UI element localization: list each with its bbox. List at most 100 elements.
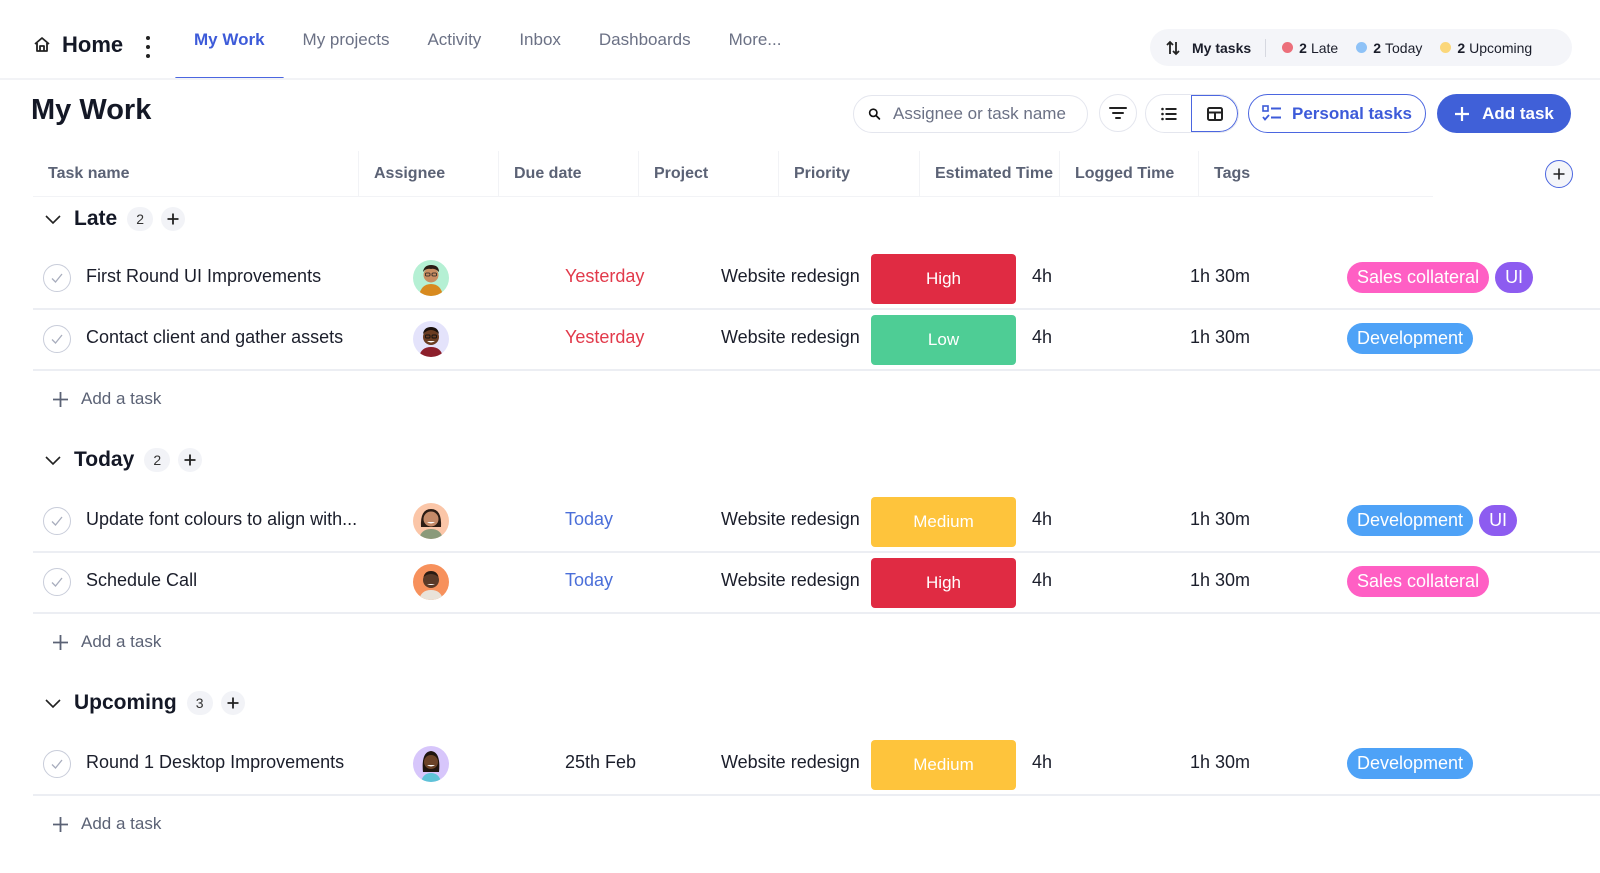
group-header-late: Late 2 [44, 207, 186, 231]
table-row[interactable]: Schedule Call Today Website redesign Hig… [33, 552, 1600, 614]
page-title: My Work [31, 94, 152, 126]
tag-sales-collateral[interactable]: Sales collateral [1347, 262, 1490, 293]
group-header-upcoming: Upcoming 3 [44, 691, 245, 715]
estimated-time: 4h [1032, 327, 1053, 347]
tag-development[interactable]: Development [1347, 323, 1474, 354]
today-label: Today [1385, 39, 1423, 56]
add-task-row-label: Add a task [81, 632, 162, 651]
table-row[interactable]: Round 1 Desktop Improvements 25th Feb We… [33, 734, 1600, 796]
tag-development[interactable]: Development [1347, 748, 1474, 779]
add-task-row[interactable]: Add a task [52, 389, 161, 409]
task-name[interactable]: Update font colours to align with... [86, 509, 358, 529]
estimated-time: 4h [1032, 266, 1053, 286]
task-name[interactable]: Contact client and gather assets [86, 327, 344, 347]
tag-sales-collateral[interactable]: Sales collateral [1347, 566, 1490, 597]
search-box[interactable] [853, 95, 1088, 133]
chevron-down-icon[interactable] [44, 694, 62, 712]
complete-checkbox[interactable] [43, 507, 71, 535]
plus-icon [227, 697, 239, 709]
project-name[interactable]: Website redesign [721, 752, 860, 772]
list-view-button[interactable] [1146, 95, 1191, 132]
upcoming-label: Upcoming [1469, 39, 1533, 56]
column-assignee[interactable]: Assignee [358, 151, 498, 197]
column-project[interactable]: Project [638, 151, 778, 197]
column-priority[interactable]: Priority [778, 151, 919, 197]
plus-icon [1455, 106, 1470, 121]
table-row[interactable]: Contact client and gather assets Yesterd… [33, 309, 1600, 371]
check-icon [51, 334, 63, 344]
column-tags[interactable]: Tags [1198, 151, 1403, 197]
view-toggle [1145, 94, 1239, 133]
add-task-button[interactable]: Add task [1437, 94, 1571, 133]
tab-my-work[interactable]: My Work [175, 0, 284, 80]
column-task-name[interactable]: Task name [48, 165, 130, 182]
add-task-row[interactable]: Add a task [52, 632, 161, 652]
add-column-button[interactable] [1545, 160, 1573, 188]
more-options-icon[interactable] [143, 36, 153, 58]
tab-activity[interactable]: Activity [427, 30, 482, 49]
complete-checkbox[interactable] [43, 325, 71, 353]
task-name[interactable]: First Round UI Improvements [86, 266, 322, 286]
table-view-button[interactable] [1191, 95, 1238, 132]
task-name[interactable]: Schedule Call [86, 570, 198, 590]
tags: Development [1347, 323, 1474, 354]
group-add-button[interactable] [161, 207, 186, 231]
chevron-down-icon[interactable] [44, 451, 62, 469]
task-name[interactable]: Round 1 Desktop Improvements [86, 752, 345, 772]
late-stat: 2 Late [1282, 40, 1338, 56]
priority-badge[interactable]: High [871, 558, 1016, 608]
top-navigation: Home My Work My projects Activity Inbox … [0, 0, 1600, 80]
complete-checkbox[interactable] [43, 750, 71, 778]
priority-badge[interactable]: Low [871, 315, 1016, 365]
complete-checkbox[interactable] [43, 568, 71, 596]
personal-tasks-button[interactable]: Personal tasks [1248, 94, 1426, 133]
chevron-down-icon[interactable] [44, 210, 62, 228]
avatar[interactable] [413, 746, 449, 782]
tab-more[interactable]: More... [728, 30, 782, 49]
tab-dashboards[interactable]: Dashboards [598, 30, 691, 49]
tag-development[interactable]: Development [1347, 505, 1474, 536]
column-logged-time[interactable]: Logged Time [1059, 151, 1198, 197]
group-title: Upcoming [74, 691, 177, 714]
group-title: Today [74, 448, 135, 471]
avatar[interactable] [413, 503, 449, 539]
plus-icon [53, 391, 68, 407]
tab-my-projects[interactable]: My projects [302, 30, 390, 49]
tag-ui[interactable]: UI [1495, 262, 1534, 293]
complete-checkbox[interactable] [43, 264, 71, 292]
avatar[interactable] [413, 321, 449, 357]
table-row[interactable]: Update font colours to align with... Tod… [33, 491, 1600, 553]
table-row[interactable]: First Round UI Improvements Yesterday We… [33, 248, 1600, 310]
group-add-button[interactable] [178, 448, 203, 472]
person-avatar-icon [419, 509, 443, 539]
project-name[interactable]: Website redesign [721, 327, 860, 347]
task-summary-bar[interactable]: My tasks 2 Late 2 Today 2 Upcoming [1150, 29, 1572, 66]
filter-button[interactable] [1099, 94, 1137, 132]
priority-badge[interactable]: High [871, 254, 1016, 304]
group-count-badge: 2 [127, 207, 154, 231]
group-add-button[interactable] [220, 691, 245, 715]
column-due-date[interactable]: Due date [498, 151, 638, 197]
tag-ui[interactable]: UI [1479, 505, 1518, 536]
check-icon [51, 516, 63, 526]
home-link[interactable]: Home [32, 32, 123, 58]
avatar[interactable] [413, 564, 449, 600]
project-name[interactable]: Website redesign [721, 570, 860, 590]
group-title: Late [74, 207, 118, 230]
project-name[interactable]: Website redesign [721, 266, 860, 286]
project-name[interactable]: Website redesign [721, 509, 860, 529]
tab-inbox[interactable]: Inbox [519, 30, 561, 49]
search-input[interactable] [893, 104, 1073, 124]
avatar[interactable] [413, 260, 449, 296]
search-icon [868, 108, 881, 120]
priority-badge[interactable]: Medium [871, 740, 1016, 790]
column-estimated-time[interactable]: Estimated Time [919, 151, 1059, 197]
add-task-row[interactable]: Add a task [52, 814, 161, 834]
sort-icon [1166, 40, 1180, 55]
priority-badge[interactable]: Medium [871, 497, 1016, 547]
group-count-badge: 2 [144, 448, 171, 472]
due-date: 25th Feb [565, 752, 637, 772]
tags: Sales collateral UI [1347, 262, 1534, 293]
person-avatar-icon [419, 265, 443, 296]
checklist-icon [1262, 104, 1281, 121]
